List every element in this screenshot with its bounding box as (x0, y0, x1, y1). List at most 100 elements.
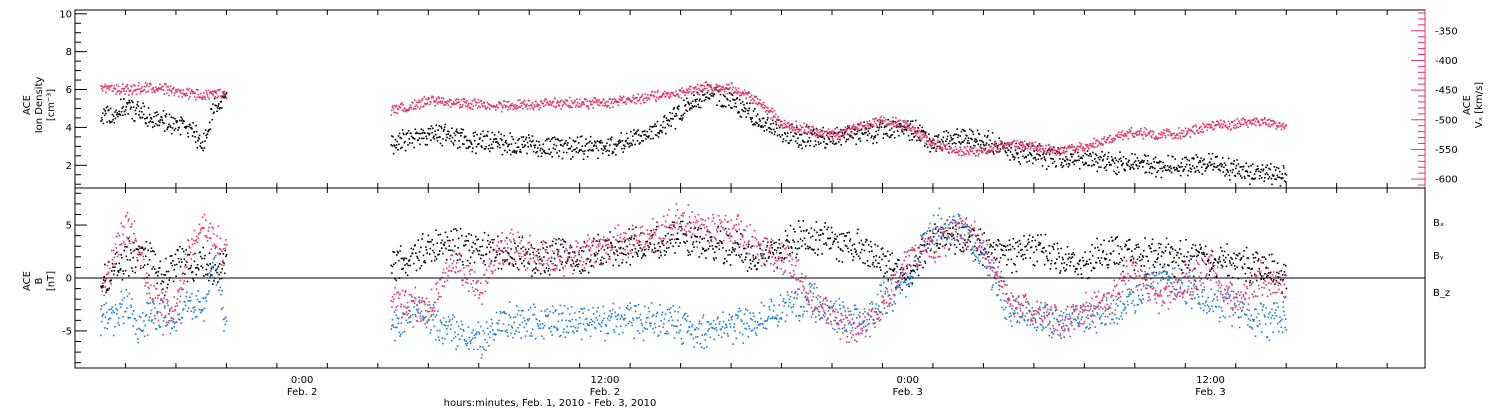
speed-point (888, 123, 891, 126)
speed-point (734, 90, 736, 93)
density-point (652, 137, 654, 140)
bx-point (861, 248, 863, 251)
density-point (823, 138, 826, 140)
bx-point (1156, 258, 1158, 260)
bx-point (112, 273, 115, 276)
bx-point (1214, 259, 1217, 262)
density-point (1156, 171, 1158, 174)
speed-point (114, 87, 116, 90)
density-point (201, 141, 204, 143)
density-point (911, 139, 913, 141)
density-point (511, 136, 513, 138)
bx-point (449, 249, 452, 251)
bx-point (775, 241, 777, 244)
density-point (1262, 168, 1265, 170)
bx-point (840, 232, 843, 235)
speed-point (478, 101, 481, 104)
speed-point (579, 105, 582, 108)
speed-point (1241, 123, 1243, 126)
bx-point (151, 268, 153, 270)
bx-point (713, 259, 715, 261)
bx-point (505, 237, 508, 239)
density-point (549, 153, 551, 156)
density-point (494, 138, 496, 140)
bx-point (1183, 255, 1185, 258)
density-point (878, 123, 881, 126)
bx-point (480, 254, 483, 256)
density-point (628, 142, 631, 144)
speed-point (588, 100, 591, 102)
density-point (1159, 167, 1161, 170)
speed-point (1057, 151, 1059, 153)
bx-point (1038, 244, 1041, 246)
bx-point (971, 228, 973, 230)
density-point (538, 144, 541, 146)
speed-point (847, 133, 849, 136)
density-point (1037, 158, 1040, 160)
density-point (796, 142, 799, 145)
speed-point (1059, 154, 1061, 156)
bx-point (1007, 258, 1009, 261)
bx-point (213, 279, 215, 282)
density-point (521, 143, 523, 146)
bx-point (666, 247, 668, 249)
speed-point (787, 121, 790, 124)
bx-point (750, 262, 752, 265)
speed-point (1125, 133, 1127, 135)
speed-point (444, 104, 447, 106)
speed-point (134, 89, 137, 92)
density-point (1285, 174, 1288, 176)
bx-point (104, 280, 107, 282)
speed-point (129, 89, 132, 91)
density-point (1256, 168, 1258, 171)
speed-point (666, 93, 668, 96)
density-point (474, 131, 477, 133)
bx-point (114, 266, 116, 268)
density-point (1130, 164, 1133, 166)
bx-point (729, 264, 732, 266)
speed-point (1038, 149, 1040, 151)
density-point (698, 106, 700, 109)
speed-point (1282, 122, 1285, 125)
bx-point (479, 246, 481, 248)
speed-point (1205, 125, 1207, 128)
speed-point (1187, 132, 1189, 134)
speed-point (689, 85, 691, 88)
speed-point (886, 123, 888, 126)
density-point (197, 136, 200, 139)
density-point (871, 126, 874, 128)
speed-point (1068, 144, 1071, 147)
density-point (654, 134, 657, 136)
speed-point (914, 127, 916, 129)
bx-point (392, 250, 394, 253)
speed-point (1000, 141, 1003, 143)
density-point (499, 137, 502, 140)
bx-point (576, 259, 579, 261)
speed-point (860, 121, 862, 123)
bx-point (951, 235, 953, 238)
speed-point (122, 88, 125, 90)
speed-point (854, 126, 857, 128)
density-point (172, 122, 175, 125)
density-point (725, 105, 727, 108)
speed-point (783, 119, 786, 122)
density-point (428, 134, 430, 136)
bx-point (683, 241, 685, 243)
bx-point (743, 247, 746, 250)
density-point (453, 132, 456, 134)
speed-point (659, 96, 661, 99)
density-point (138, 110, 141, 113)
speed-point (528, 105, 530, 107)
density-point (832, 140, 835, 142)
bx-point (699, 235, 702, 238)
speed-point (598, 104, 601, 107)
density-point (737, 112, 739, 114)
bx-point (1096, 237, 1098, 240)
bx-point (1062, 267, 1065, 269)
density-point (504, 149, 506, 152)
bx-point (818, 234, 820, 236)
bx-point (1192, 243, 1194, 246)
speed-point (115, 84, 118, 86)
density-point (479, 133, 482, 135)
speed-point (650, 94, 653, 97)
